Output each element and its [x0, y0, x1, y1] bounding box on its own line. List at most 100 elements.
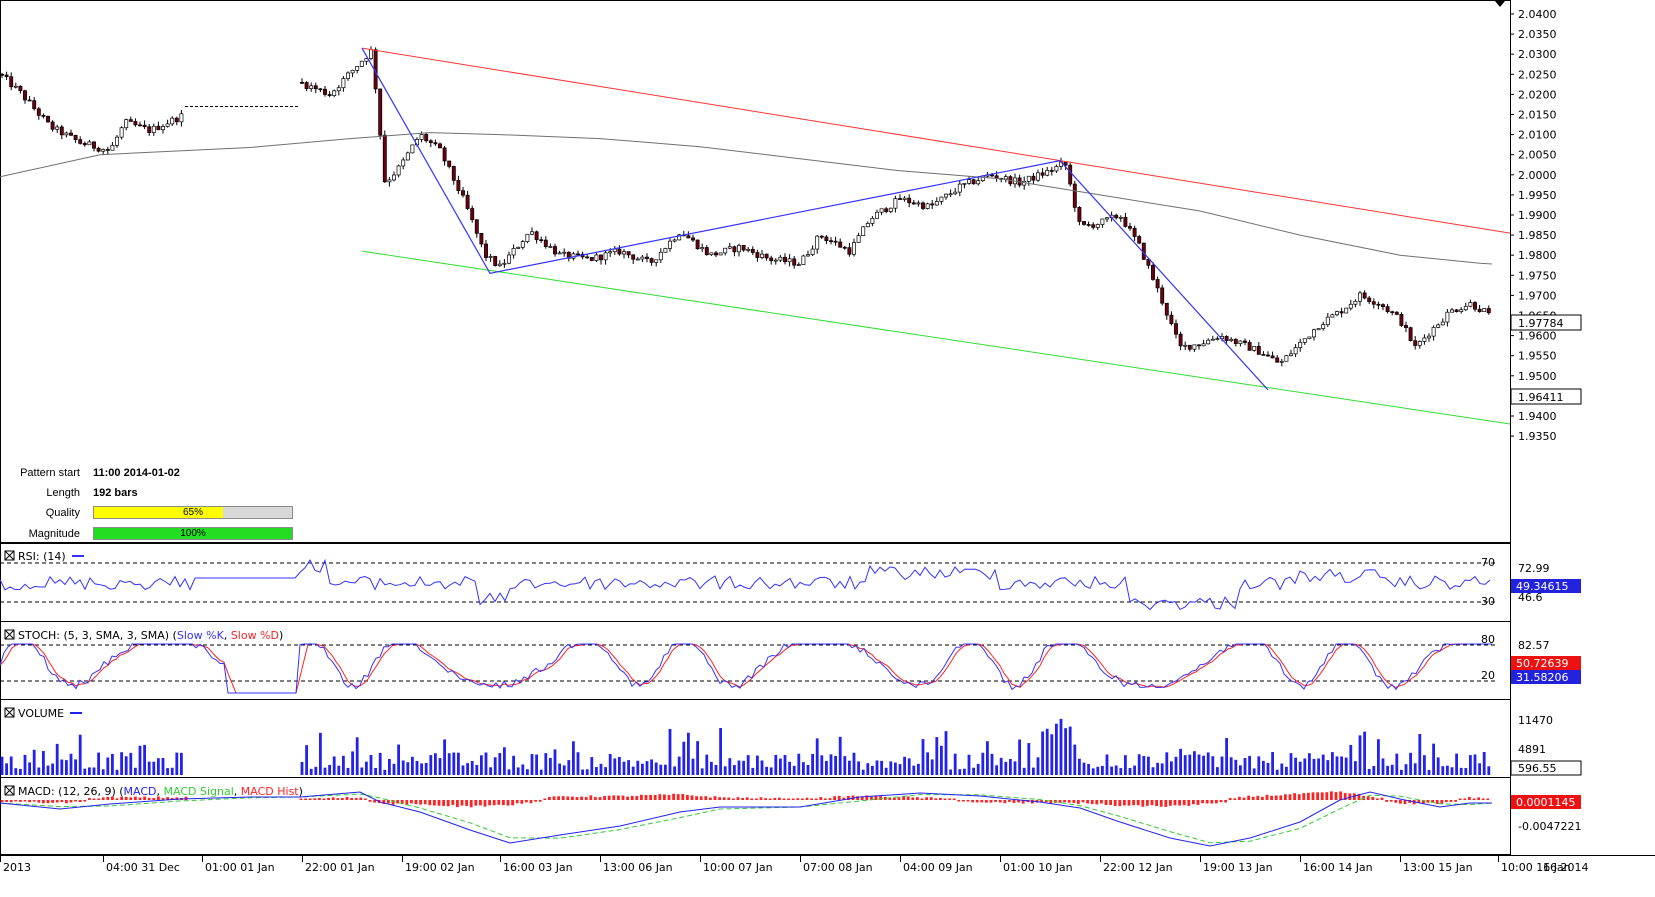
macd-hist-bar [97, 798, 100, 800]
time-tick-label: 04:00 09 Jan [903, 861, 973, 874]
macd-hist-bar [497, 800, 501, 805]
time-tick-label: 16 2014 [1543, 861, 1589, 874]
rsi-title: RSI: (14) [18, 550, 66, 563]
price-tick-label: 2.0250 [1518, 68, 1557, 81]
volume-bar [553, 749, 557, 775]
candle-body [879, 208, 884, 213]
time-tick-label: 19:00 02 Jan [405, 861, 475, 874]
candle-body [1247, 342, 1252, 351]
macd-hist-bar [1293, 793, 1296, 800]
volume-bar [921, 739, 925, 775]
macd-hist-bar [1316, 792, 1319, 800]
volume-bar [1469, 755, 1472, 775]
macd-hist-bar [474, 800, 478, 806]
macd-hist-bar [19, 800, 22, 802]
volume-bar [1151, 767, 1155, 775]
volume-bar [360, 767, 364, 775]
volume-bar [166, 768, 169, 775]
price-panel[interactable] [0, 0, 1511, 543]
macd-hist-bar [520, 800, 524, 804]
candle-body [654, 259, 659, 263]
macd-hist-bar [713, 796, 717, 800]
macd-hist-bar [957, 800, 961, 802]
volume-bar [1386, 765, 1389, 775]
macd-hist-bar [83, 800, 87, 802]
volume-bar [129, 752, 133, 775]
macd-hist-bar [584, 797, 588, 800]
volume-bar [815, 738, 819, 775]
quality-fill [94, 507, 223, 518]
candle-body [608, 251, 613, 254]
candle-body [1376, 303, 1381, 306]
macd-hist-bar [1325, 792, 1329, 800]
candle-body [1238, 340, 1243, 344]
candle-body [939, 196, 944, 202]
candle-body [990, 174, 994, 177]
macd-hist-bar [782, 798, 786, 800]
volume-bar [792, 765, 796, 775]
candle-body [1463, 305, 1468, 311]
volume-bar [9, 756, 13, 775]
macd-legend-signal: MACD Signal [164, 785, 234, 798]
macd-hist-bar [1449, 800, 1453, 802]
candle-body [13, 85, 18, 88]
volume-panel[interactable] [0, 699, 1511, 778]
candle-body [128, 119, 133, 122]
macd-hist-bar [1389, 800, 1393, 802]
volume-bar [696, 741, 699, 775]
volume-bar [544, 753, 548, 775]
macd-panel[interactable] [0, 777, 1511, 855]
candle-body [1367, 297, 1372, 303]
candle-body [1054, 166, 1059, 172]
candle-body [1275, 357, 1280, 363]
macd-hist-bar [1477, 797, 1480, 800]
volume-bar [452, 752, 456, 775]
macd-hist-bar [465, 800, 468, 806]
volume-bar [512, 755, 515, 775]
volume-bar [1262, 760, 1265, 775]
candle-body [755, 252, 760, 258]
macd-hist-bar [1081, 800, 1085, 803]
volume-bar [1183, 755, 1187, 775]
macd-hist-bar [571, 796, 574, 800]
macd-hist-bar [1164, 800, 1168, 807]
volume-bar [314, 766, 318, 775]
candle-body [649, 258, 654, 263]
macd-hist-bar [998, 800, 1002, 803]
volume-bar [1096, 766, 1100, 775]
macd-hist-bar [1100, 800, 1103, 804]
candle-body [355, 66, 360, 71]
scroll-down-icon[interactable] [1495, 1, 1505, 7]
candle-body [147, 126, 152, 133]
candle-body [41, 115, 46, 117]
volume-bar [576, 752, 580, 775]
rsi-panel[interactable] [0, 543, 1511, 622]
candle-body [585, 256, 590, 259]
volume-bar [631, 766, 635, 775]
volume-bar [516, 767, 520, 775]
macd-hist-bar [870, 796, 873, 800]
rsi-level-30-label: 30 [1481, 595, 1495, 608]
volume-bar [986, 741, 989, 775]
volume-bar [1147, 756, 1150, 775]
volume-bar [355, 737, 359, 775]
macd-hist-bar [1201, 800, 1204, 804]
macd-hist-bar [736, 797, 740, 800]
macd-hist-bar [327, 797, 330, 800]
stoch-panel[interactable] [0, 621, 1511, 700]
macd-legend-macd: MACD [124, 785, 157, 798]
candle-body [525, 233, 530, 242]
price-tick-label: 2.0050 [1518, 149, 1557, 162]
macd-hist-bar [373, 800, 376, 803]
volume-bar [1459, 767, 1463, 775]
volume-bar [1124, 755, 1127, 775]
candle-body [1358, 292, 1362, 302]
quality-bar: 65% [93, 506, 293, 519]
candle-body [898, 198, 902, 200]
macd-hist-bar [1320, 792, 1324, 800]
macd-hist-bar [980, 800, 984, 803]
candle-body [18, 85, 23, 92]
candle-body [1293, 347, 1298, 355]
macd-value-label: 0.0001145 [1516, 796, 1576, 809]
